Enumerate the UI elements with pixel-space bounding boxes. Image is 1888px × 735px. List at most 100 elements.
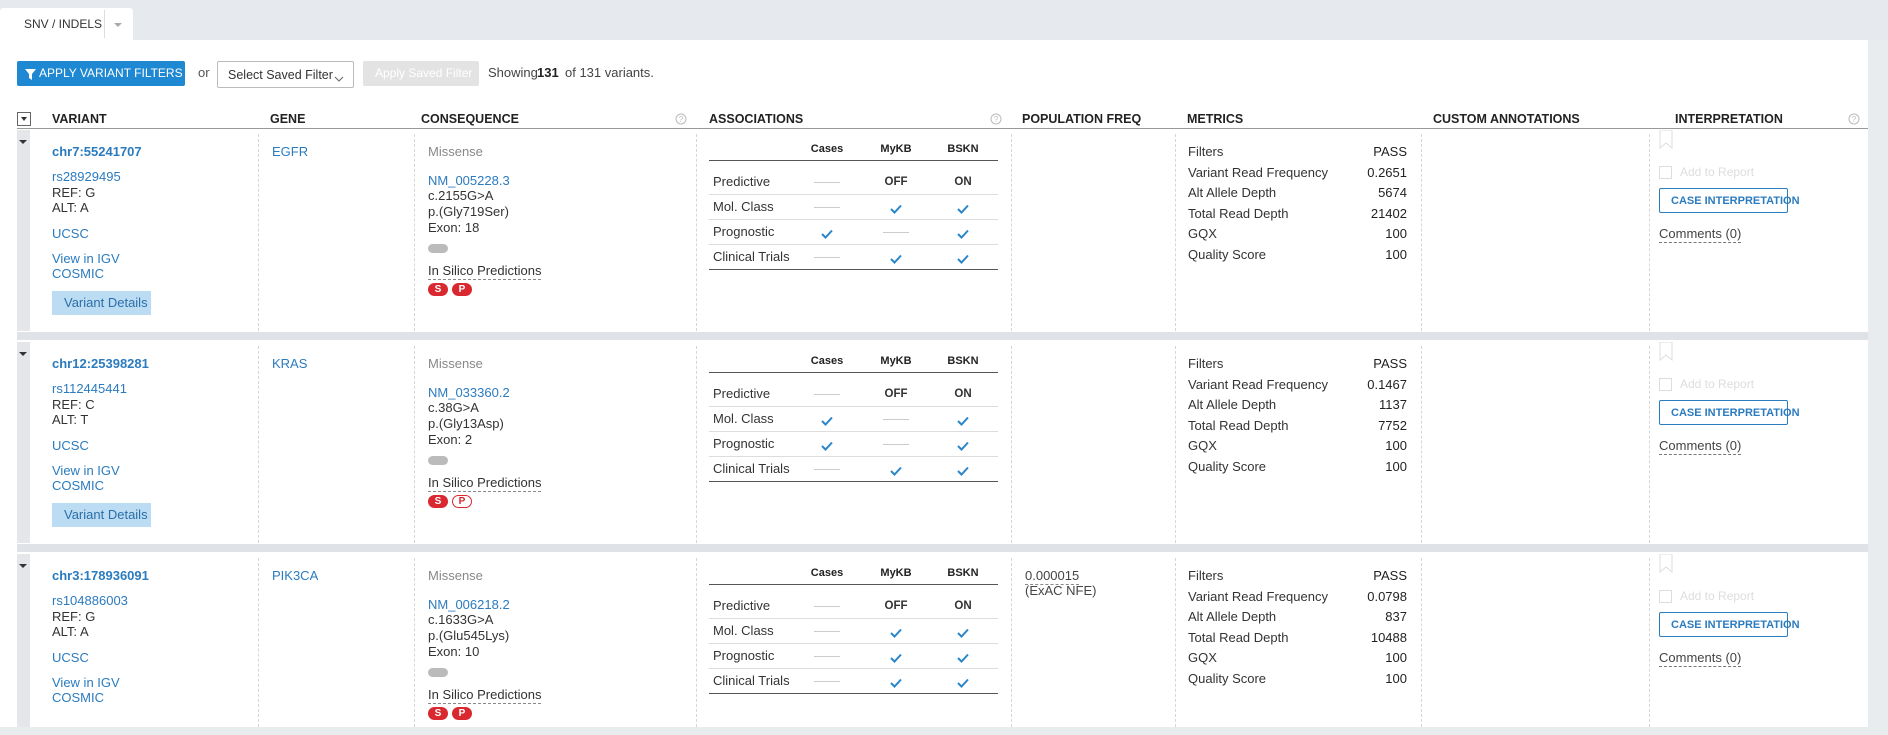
case-interpretation-button[interactable]: CASE INTERPRETATION <box>1659 188 1800 213</box>
association-check <box>890 252 902 264</box>
tab-menu <box>112 18 124 28</box>
select-caret <box>334 71 344 82</box>
filter-icon <box>25 68 36 80</box>
consequence-type: Missense <box>428 144 483 159</box>
variant-link[interactable]: COSMIC <box>52 266 104 281</box>
alt: ALT: A <box>52 624 89 639</box>
association-rule <box>709 643 998 644</box>
case-interpretation-button[interactable]: CASE INTERPRETATION <box>1659 612 1800 637</box>
column-divider <box>1011 346 1012 543</box>
svg-text:?: ? <box>994 115 999 124</box>
metric-value: 1137 <box>1379 397 1407 412</box>
report-checkbox[interactable] <box>1659 378 1672 391</box>
prediction-badge: S <box>428 707 448 720</box>
column-divider <box>1175 558 1176 727</box>
metric-label: Total Read Depth <box>1188 629 1289 645</box>
metric-label: Quality Score <box>1188 458 1267 474</box>
report-checkbox[interactable] <box>1659 166 1672 179</box>
locus[interactable]: chr7:55241707 <box>52 144 142 159</box>
more-button[interactable] <box>428 668 448 677</box>
consequence-type: Missense <box>428 356 483 371</box>
bookmark <box>1659 342 1673 362</box>
column-divider <box>1175 346 1176 543</box>
variant-link[interactable]: COSMIC <box>52 478 104 493</box>
more-button[interactable] <box>428 244 448 253</box>
row-toggle[interactable] <box>17 554 30 727</box>
association-rule <box>709 219 998 220</box>
variant-link[interactable]: UCSC <box>52 438 89 453</box>
gene[interactable]: PIK3CA <box>272 568 319 583</box>
metric-value: 21402 <box>1370 205 1407 221</box>
variant-link[interactable]: View in IGV <box>52 675 120 690</box>
transcript[interactable]: NM_006218.2 <box>428 597 510 612</box>
gene[interactable]: KRAS <box>272 356 308 371</box>
transcript[interactable]: NM_005228.3 <box>428 173 510 188</box>
prediction-badge: S <box>428 283 448 296</box>
association-column: Cases <box>810 355 844 367</box>
exon: Exon: 18 <box>428 220 480 235</box>
variant-details-button[interactable]: Variant Details <box>52 503 151 527</box>
row-separator <box>17 332 1868 340</box>
association-column: MyKB <box>880 143 912 155</box>
variant-link[interactable]: View in IGV <box>52 463 120 478</box>
row-toggle[interactable] <box>17 342 30 543</box>
comments[interactable]: Comments (0) <box>1659 226 1742 243</box>
case-interpretation-button[interactable]: CASE INTERPRETATION <box>1659 400 1800 425</box>
rsid[interactable]: rs104886003 <box>52 593 128 608</box>
column-header: VARIANT <box>52 112 107 126</box>
association-label: Prognostic <box>713 224 775 239</box>
variant-link[interactable]: COSMIC <box>52 690 104 705</box>
column-divider <box>414 134 415 331</box>
metric-label: GQX <box>1188 438 1217 453</box>
row-toggle[interactable] <box>17 130 30 331</box>
association-none <box>883 419 909 420</box>
svg-text:?: ? <box>1852 115 1857 124</box>
more-button[interactable] <box>428 456 448 465</box>
variant-details-button[interactable]: Variant Details <box>52 291 151 315</box>
protein: p.(Gly13Asp) <box>428 416 504 431</box>
metric-value: 100 <box>1385 458 1407 474</box>
association-none <box>814 631 840 632</box>
metric-value: 100 <box>1385 226 1407 241</box>
showing-label: Showing <box>488 65 538 80</box>
cdna: c.1633G>A <box>428 612 494 627</box>
report-checkbox[interactable] <box>1659 590 1672 603</box>
association-check <box>890 464 902 476</box>
metric-label: GQX <box>1188 650 1217 665</box>
transcript[interactable]: NM_033360.2 <box>428 385 510 400</box>
association-check <box>890 651 902 663</box>
association-check <box>957 676 969 688</box>
saved-filter-select[interactable]: Select Saved Filter <box>217 61 354 88</box>
panel: APPLY VARIANT FILTERS or Select Saved Filt… <box>0 40 1868 727</box>
select-all[interactable] <box>17 112 31 126</box>
help-icon: ? <box>675 113 687 125</box>
variant-link[interactable]: View in IGV <box>52 251 120 266</box>
association-rule <box>709 618 998 619</box>
case-interpretation-label: CASE INTERPRETATION <box>1671 619 1800 631</box>
population-source: (ExAC NFE) <box>1025 583 1097 598</box>
locus[interactable]: chr3:178936091 <box>52 568 149 583</box>
column-divider <box>258 346 259 543</box>
in-silico: In Silico Predictions <box>428 475 542 492</box>
locus[interactable]: chr12:25398281 <box>52 356 149 371</box>
metric-value: 0.1467 <box>1367 376 1407 392</box>
comments[interactable]: Comments (0) <box>1659 438 1742 455</box>
comments[interactable]: Comments (0) <box>1659 650 1742 667</box>
column-header: POPULATION FREQ <box>1022 112 1142 126</box>
variant-link[interactable]: UCSC <box>52 650 89 665</box>
association-check <box>957 439 969 451</box>
metric-label: Filters <box>1188 356 1224 371</box>
apply-filters-button[interactable]: APPLY VARIANT FILTERS <box>17 61 185 86</box>
variant-link[interactable]: UCSC <box>52 226 89 241</box>
cdna: c.2155G>A <box>428 188 494 203</box>
tab[interactable]: SNV / INDELS <box>0 8 133 40</box>
apply-saved-button[interactable]: Apply Saved Filter <box>363 61 479 86</box>
association-check <box>957 227 969 239</box>
association-rule <box>709 194 998 195</box>
association-rule <box>709 481 998 482</box>
rsid[interactable]: rs112445441 <box>52 381 127 396</box>
association-label: Mol. Class <box>713 199 774 214</box>
gene[interactable]: EGFR <box>272 144 309 159</box>
rsid[interactable]: rs28929495 <box>52 169 121 184</box>
association-label: Prognostic <box>713 436 775 451</box>
